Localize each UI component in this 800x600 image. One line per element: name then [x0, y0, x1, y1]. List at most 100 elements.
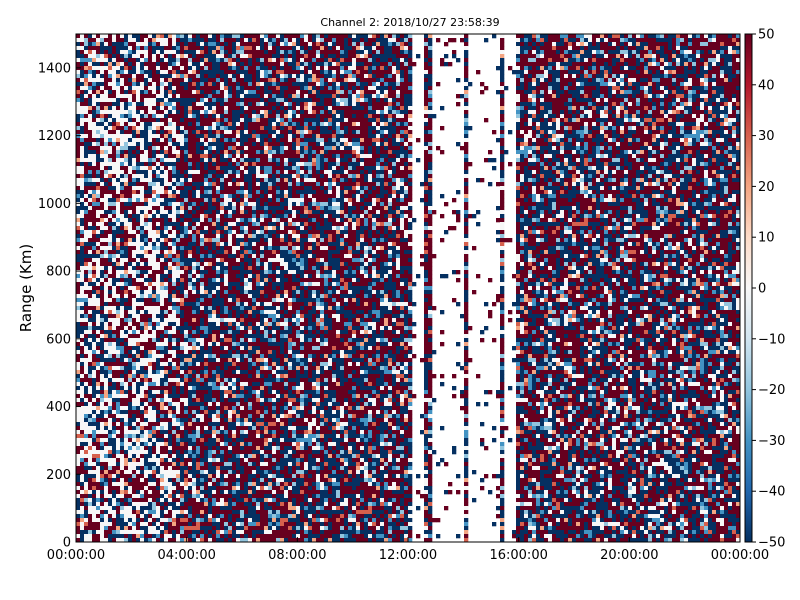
- heatmap-cell: [136, 350, 141, 355]
- heatmap-cell: [100, 258, 105, 263]
- heatmap-cell: [92, 502, 97, 507]
- heatmap-cell: [144, 150, 149, 155]
- heatmap-cell: [136, 438, 141, 443]
- heatmap-cell: [204, 474, 209, 479]
- heatmap-cell: [96, 118, 101, 123]
- heatmap-cell: [196, 302, 201, 307]
- heatmap-cell: [204, 530, 209, 535]
- heatmap-cell: [228, 106, 233, 111]
- heatmap-cell: [204, 62, 209, 67]
- heatmap-cell: [164, 50, 169, 55]
- heatmap-cell: [212, 386, 217, 391]
- heatmap-cell: [172, 234, 177, 239]
- heatmap-cell: [100, 374, 105, 379]
- heatmap-cell: [112, 278, 117, 283]
- heatmap-cell: [184, 462, 189, 467]
- heatmap-cell: [124, 450, 129, 455]
- heatmap-cell: [132, 254, 137, 259]
- heatmap-cell: [112, 218, 117, 223]
- heatmap-cell: [200, 94, 205, 99]
- heatmap-cell: [176, 494, 181, 499]
- heatmap-cell: [124, 66, 129, 71]
- heatmap-cell: [164, 66, 169, 71]
- heatmap-cell: [224, 270, 229, 275]
- heatmap-cell: [200, 390, 205, 395]
- heatmap-cell: [148, 162, 153, 167]
- heatmap-cell: [136, 46, 141, 51]
- heatmap-cell: [172, 98, 177, 103]
- heatmap-cell: [100, 438, 105, 443]
- heatmap-cell: [208, 494, 213, 499]
- heatmap-cell: [100, 138, 105, 143]
- heatmap-cell: [92, 46, 97, 51]
- heatmap-cell: [144, 390, 149, 395]
- heatmap-cell: [116, 342, 121, 347]
- heatmap-cell: [188, 206, 193, 211]
- heatmap-cell: [192, 526, 197, 531]
- heatmap-cell: [84, 94, 89, 99]
- heatmap-cell: [132, 330, 137, 335]
- heatmap-cell: [76, 414, 81, 419]
- heatmap-cell: [84, 534, 89, 539]
- heatmap-cell: [212, 526, 217, 531]
- heatmap-cell: [104, 354, 109, 359]
- heatmap-cell: [188, 118, 193, 123]
- heatmap-cell: [100, 46, 105, 51]
- heatmap-cell: [76, 434, 81, 439]
- heatmap-cell: [204, 282, 209, 287]
- heatmap-cell: [176, 350, 181, 355]
- heatmap-cell: [168, 182, 173, 187]
- heatmap-cell: [208, 442, 213, 447]
- heatmap-cell: [112, 342, 117, 347]
- heatmap-cell: [228, 166, 233, 171]
- heatmap-cell: [224, 114, 229, 119]
- heatmap-cell: [224, 138, 229, 143]
- heatmap-cell: [108, 42, 113, 47]
- heatmap-cell: [220, 126, 225, 131]
- heatmap-cell: [184, 38, 189, 43]
- heatmap-cell: [116, 186, 121, 191]
- heatmap-cell: [192, 138, 197, 143]
- heatmap-cell: [96, 190, 101, 195]
- heatmap-cell: [80, 398, 85, 403]
- heatmap-cell: [184, 450, 189, 455]
- heatmap-cell: [116, 166, 121, 171]
- heatmap-cell: [80, 370, 85, 375]
- heatmap-cell: [120, 366, 125, 371]
- heatmap-cell: [228, 454, 233, 459]
- heatmap-cell: [232, 34, 237, 39]
- heatmap-cell: [152, 506, 157, 511]
- heatmap-cell: [220, 526, 225, 531]
- heatmap-cell: [76, 362, 81, 367]
- heatmap-cell: [80, 226, 85, 231]
- heatmap-cell: [128, 354, 133, 359]
- heatmap-cell: [208, 150, 213, 155]
- heatmap-cell: [132, 306, 137, 311]
- heatmap-cell: [224, 406, 229, 411]
- heatmap-cell: [96, 462, 101, 467]
- heatmap-cell: [204, 190, 209, 195]
- heatmap-cell: [120, 314, 125, 319]
- heatmap-cell: [76, 370, 81, 375]
- heatmap-cell: [152, 346, 157, 351]
- heatmap-cell: [168, 226, 173, 231]
- heatmap-cell: [108, 258, 113, 263]
- heatmap-cell: [188, 458, 193, 463]
- heatmap-cell: [84, 278, 89, 283]
- heatmap-cell: [168, 430, 173, 435]
- heatmap-cell: [92, 386, 97, 391]
- heatmap-cell: [176, 498, 181, 503]
- heatmap-cell: [92, 518, 97, 523]
- heatmap-cell: [168, 486, 173, 491]
- heatmap-cell: [116, 502, 121, 507]
- heatmap-cell: [212, 310, 217, 315]
- heatmap-cell: [204, 414, 209, 419]
- heatmap-cell: [180, 42, 185, 47]
- heatmap-cell: [180, 522, 185, 527]
- heatmap-cell: [216, 278, 221, 283]
- heatmap-cell: [204, 526, 209, 531]
- heatmap-cell: [112, 406, 117, 411]
- heatmap-cell: [204, 270, 209, 275]
- heatmap-cell: [76, 470, 81, 475]
- heatmap-cell: [160, 338, 165, 343]
